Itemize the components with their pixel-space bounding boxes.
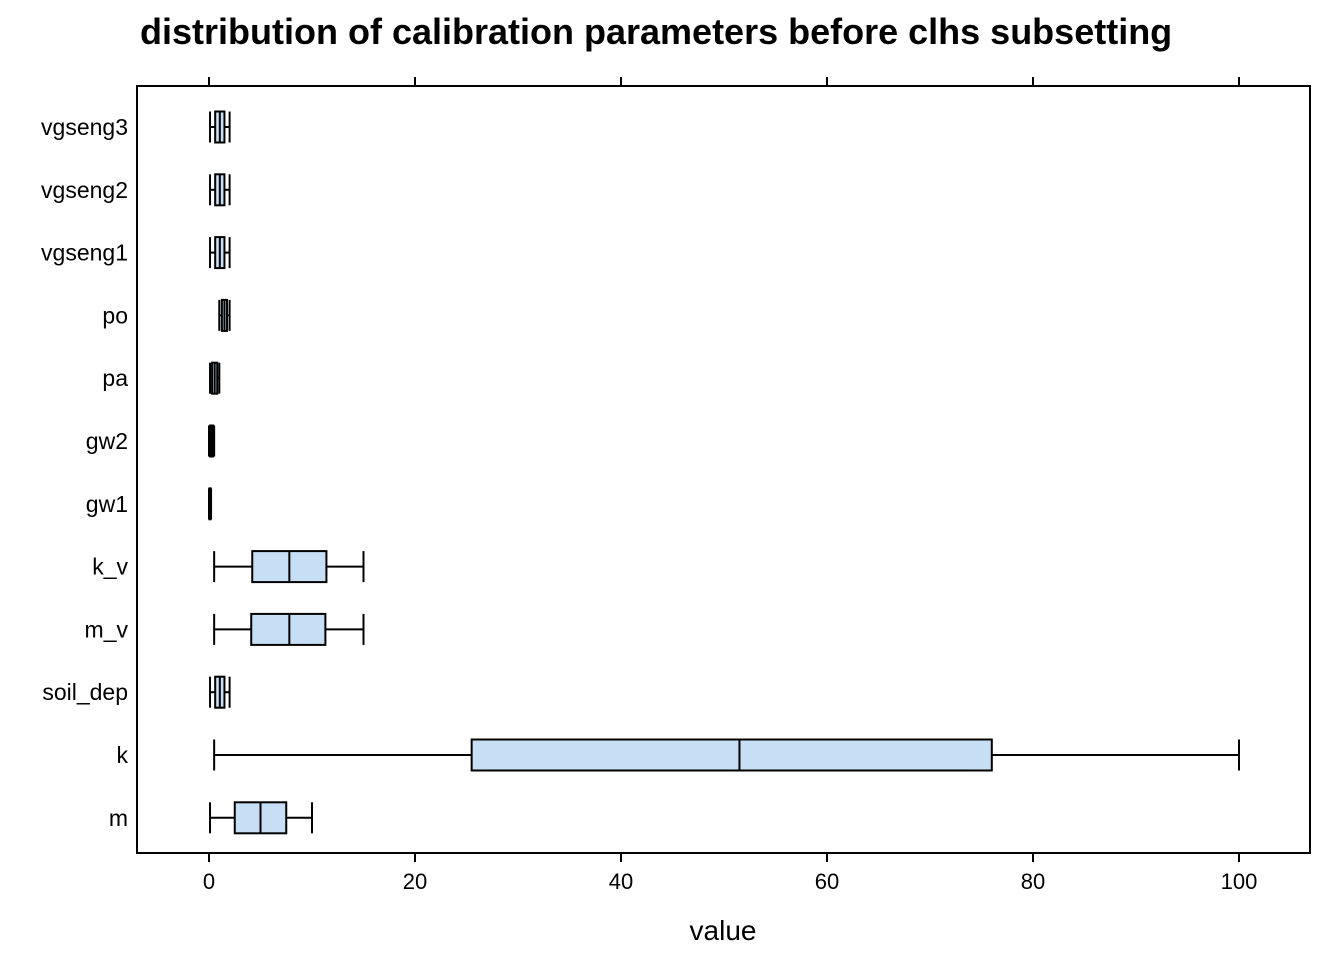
box-iqr (250, 612, 327, 646)
category-label: soil_dep (42, 679, 128, 705)
box-po (218, 298, 231, 332)
box-m_v (213, 612, 365, 646)
x-tick-label: 0 (203, 869, 215, 894)
box-gw2 (208, 424, 216, 458)
box-k_v (213, 550, 365, 584)
chart-title: distribution of calibration parameters b… (140, 11, 1172, 52)
box-iqr (470, 738, 993, 772)
boxes (208, 110, 1240, 835)
x-axis-title: value (690, 915, 757, 946)
x-axis: 0 20 40 60 80 100 (203, 853, 1257, 894)
x-tick-label: 60 (815, 869, 839, 894)
box-k (213, 738, 1240, 772)
category-label: gw1 (86, 491, 128, 517)
category-label: vgseng2 (41, 177, 128, 203)
category-label: gw2 (86, 428, 128, 454)
top-axis-ticks (208, 77, 1240, 86)
box-vgseng3 (209, 110, 231, 144)
category-label: pa (102, 365, 128, 391)
x-tick-label: 20 (403, 869, 427, 894)
box-vgseng2 (209, 173, 231, 207)
box-m (209, 801, 313, 835)
plot-frame (136, 85, 1311, 854)
category-label: m_v (85, 616, 129, 642)
category-label: m (109, 805, 128, 831)
x-tick-label: 80 (1021, 869, 1045, 894)
box-pa (209, 361, 221, 395)
category-label: vgseng1 (41, 240, 128, 266)
x-tick-label: 100 (1221, 869, 1258, 894)
y-axis-category-labels: vgseng3 vgseng2 vgseng1 po pa gw2 gw1 k_v m_vsoi… (41, 114, 128, 831)
box-vgseng1 (209, 236, 231, 270)
category-label: vgseng3 (41, 114, 128, 140)
category-label: k_v (92, 554, 128, 580)
box-gw1 (208, 487, 213, 521)
box-soil_dep (209, 675, 231, 709)
x-tick-label: 40 (609, 869, 633, 894)
category-label: k (117, 742, 129, 768)
category-label: po (102, 302, 128, 328)
